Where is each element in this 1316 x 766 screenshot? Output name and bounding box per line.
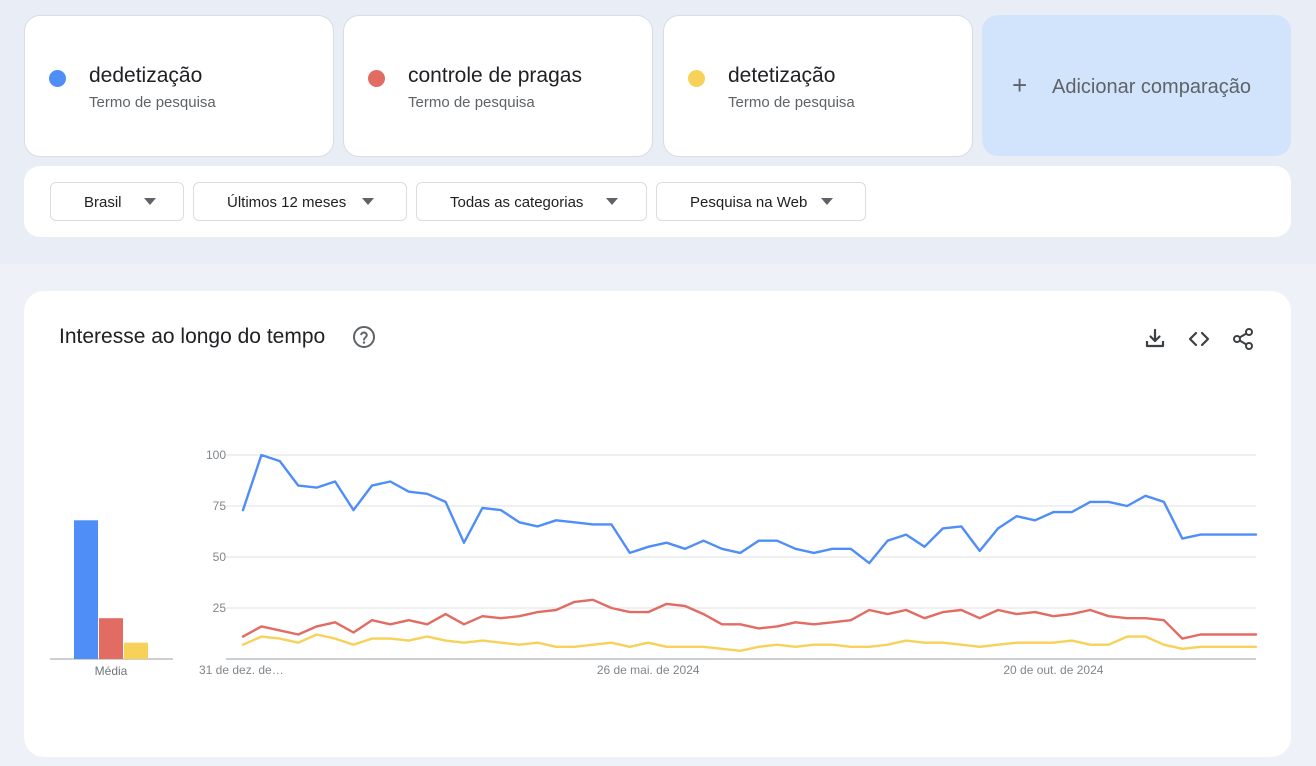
add-comparison-button[interactable]: + Adicionar comparação xyxy=(982,15,1291,156)
filter-label: Pesquisa na Web xyxy=(690,194,808,211)
x-tick-label: 31 de dez. de… xyxy=(199,663,284,677)
chevron-down-icon xyxy=(362,198,374,205)
filter-label: Brasil xyxy=(84,194,122,211)
term-name: detetização xyxy=(728,64,836,87)
share-icon[interactable] xyxy=(1231,327,1255,351)
filter-category[interactable]: Todas as categorias xyxy=(416,182,647,221)
line-chart: 25 50 75 100 31 de dez. de… 26 de mai. de 202… xyxy=(199,448,1258,677)
series-line[interactable] xyxy=(241,633,1258,652)
plus-icon: + xyxy=(1012,70,1028,100)
filter-region[interactable]: Brasil xyxy=(50,182,184,221)
interest-over-time-card: Interesse ao longo do tempo Média 25 50 75… xyxy=(24,291,1291,757)
average-category-label: Média xyxy=(95,664,128,678)
chevron-down-icon xyxy=(821,198,833,205)
chevron-down-icon xyxy=(144,198,156,205)
average-bar[interactable] xyxy=(124,642,148,659)
add-comparison-label: Adicionar comparação xyxy=(1052,76,1251,98)
average-bar[interactable] xyxy=(74,520,98,659)
term-type: Termo de pesquisa xyxy=(728,94,855,111)
term-type: Termo de pesquisa xyxy=(408,94,535,111)
series-color-dot xyxy=(688,70,705,87)
series-color-dot xyxy=(49,70,66,87)
y-tick-label: 25 xyxy=(213,601,227,615)
average-bar-chart: Média xyxy=(50,520,173,678)
y-tick-label: 75 xyxy=(213,499,227,513)
download-icon[interactable] xyxy=(1143,327,1167,351)
filter-search-type[interactable]: Pesquisa na Web xyxy=(656,182,866,221)
x-tick-label: 26 de mai. de 2024 xyxy=(597,663,700,677)
term-name: dedetização xyxy=(89,64,203,87)
filter-bar: Brasil Últimos 12 meses Todas as categor… xyxy=(24,166,1291,237)
filter-label: Todas as categorias xyxy=(450,194,584,211)
filter-label: Últimos 12 meses xyxy=(227,194,347,211)
series-line[interactable] xyxy=(241,598,1258,640)
y-tick-label: 50 xyxy=(213,550,227,564)
embed-icon[interactable] xyxy=(1187,327,1211,351)
term-card-1[interactable]: dedetização Termo de pesquisa xyxy=(24,15,334,157)
help-icon[interactable] xyxy=(352,325,376,349)
filter-time-range[interactable]: Últimos 12 meses xyxy=(193,182,407,221)
trend-chart: Média 25 50 75 100 31 de dez. de… 26 de mai. … xyxy=(50,448,1258,678)
average-bar[interactable] xyxy=(99,618,123,659)
chart-title: Interesse ao longo do tempo xyxy=(59,325,326,348)
term-card-2[interactable]: controle de pragas Termo de pesquisa xyxy=(343,15,653,157)
term-name: controle de pragas xyxy=(408,64,582,87)
series-line[interactable] xyxy=(241,453,1258,565)
y-tick-label: 100 xyxy=(206,448,226,462)
x-tick-label: 20 de out. de 2024 xyxy=(1003,663,1103,677)
term-card-3[interactable]: detetização Termo de pesquisa xyxy=(663,15,973,157)
chevron-down-icon xyxy=(606,198,618,205)
series-color-dot xyxy=(368,70,385,87)
term-type: Termo de pesquisa xyxy=(89,94,216,111)
